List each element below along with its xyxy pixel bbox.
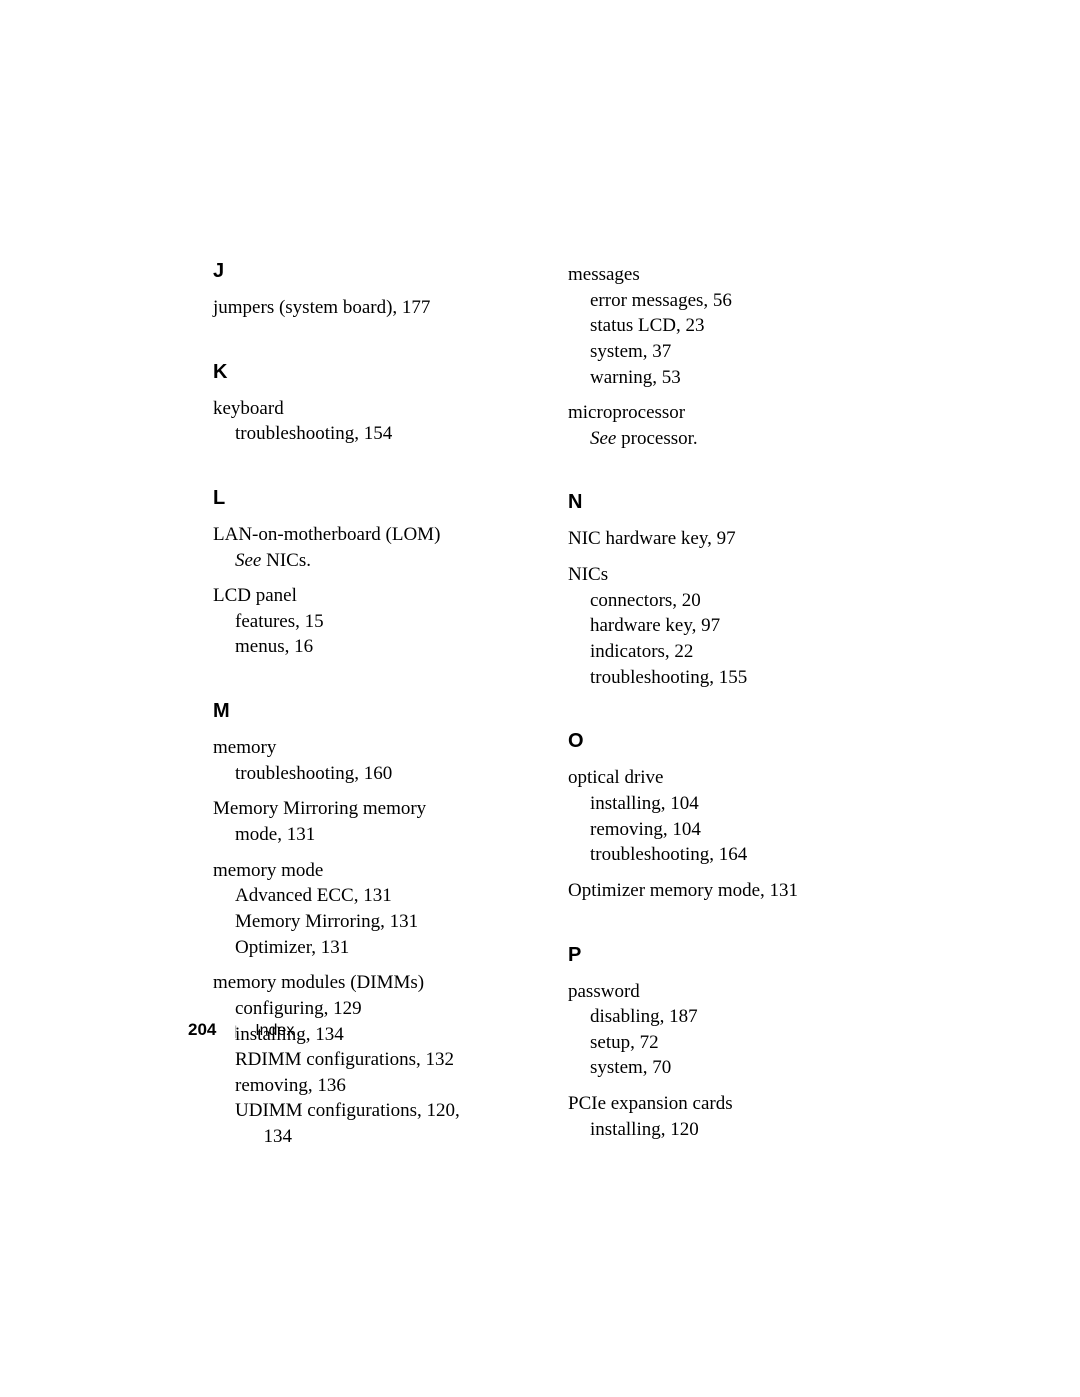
sub-item: 134 [235,1124,518,1150]
entry-text: memory [213,735,518,761]
sub-item: RDIMM configurations, 132 [235,1047,518,1073]
sub-item: Memory Mirroring, 131 [235,909,518,935]
sub-item: installing, 120 [590,1117,873,1143]
section-m-cont: messages error messages, 56 status LCD, … [568,262,873,451]
page-footer: 204 | Index [188,1020,294,1040]
entry-text: PCIe expansion cards [568,1091,873,1117]
sub-list: features, 15 menus, 16 [235,609,518,660]
footer-separator: | [234,1024,237,1040]
sub-item: disabling, 187 [590,1004,873,1030]
entry: Optimizer memory mode, 131 [568,878,873,904]
entry-text: NICs [568,562,873,588]
index-columns: J jumpers (system board), 177 K keyboard… [213,260,873,1190]
entry: microprocessor See processor. [568,400,873,451]
entry: memory mode Advanced ECC, 131 Memory Mir… [213,858,518,961]
entry-text: memory modules (DIMMs) [213,970,518,996]
sub-item: troubleshooting, 164 [590,842,873,868]
sub-list: troubleshooting, 154 [235,421,518,447]
sub-list: troubleshooting, 160 [235,761,518,787]
sub-item: setup, 72 [590,1030,873,1056]
entry: memory troubleshooting, 160 [213,735,518,786]
entry-text: LCD panel [213,583,518,609]
section-o: O optical drive installing, 104 removing… [568,730,873,903]
entry: memory modules (DIMMs) configuring, 129 … [213,970,518,1149]
sub-list: installing, 120 [590,1117,873,1143]
heading-n: N [568,491,873,514]
entry: keyboard troubleshooting, 154 [213,396,518,447]
entry-text: microprocessor [568,400,873,426]
sub-item: hardware key, 97 [590,613,873,639]
index-page: J jumpers (system board), 177 K keyboard… [213,260,873,1190]
sub-item: error messages, 56 [590,288,873,314]
entry-text: NIC hardware key, 97 [568,526,873,552]
sub-item: configuring, 129 [235,996,518,1022]
sub-item: troubleshooting, 160 [235,761,518,787]
section-m: M memory troubleshooting, 160 Memory Mir… [213,700,518,1150]
sub-item: connectors, 20 [590,588,873,614]
sub-list: disabling, 187 setup, 72 system, 70 [590,1004,873,1081]
entry-text: LAN-on-motherboard (LOM) [213,522,518,548]
entry-text: keyboard [213,396,518,422]
page-number: 204 [188,1020,216,1040]
entry-text: optical drive [568,765,873,791]
sub-list: error messages, 56 status LCD, 23 system… [590,288,873,391]
sub-item: troubleshooting, 154 [235,421,518,447]
sub-item: removing, 136 [235,1073,518,1099]
sub-item: status LCD, 23 [590,313,873,339]
heading-o: O [568,730,873,753]
entry-text: jumpers (system board), 177 [213,295,518,321]
sub-item: menus, 16 [235,634,518,660]
sub-list: mode, 131 [235,822,518,848]
sub-list: configuring, 129 installing, 134 RDIMM c… [235,996,518,1150]
heading-l: L [213,487,518,510]
entry-text: messages [568,262,873,288]
heading-j: J [213,260,518,283]
sub-item: removing, 104 [590,817,873,843]
entry: messages error messages, 56 status LCD, … [568,262,873,390]
entry: NIC hardware key, 97 [568,526,873,552]
sub-list: connectors, 20 hardware key, 97 indicato… [590,588,873,691]
sub-item: system, 37 [590,339,873,365]
left-column: J jumpers (system board), 177 K keyboard… [213,260,518,1190]
sub-item: troubleshooting, 155 [590,665,873,691]
section-p: P password disabling, 187 setup, 72 syst… [568,944,873,1143]
sub-item: features, 15 [235,609,518,635]
entry-text: Optimizer memory mode, 131 [568,878,873,904]
entry: optical drive installing, 104 removing, … [568,765,873,868]
entry: PCIe expansion cards installing, 120 [568,1091,873,1142]
sub-list: See NICs. [235,548,518,574]
section-l: L LAN-on-motherboard (LOM) See NICs. LCD… [213,487,518,660]
entry: LAN-on-motherboard (LOM) See NICs. [213,522,518,573]
entry: password disabling, 187 setup, 72 system… [568,979,873,1082]
entry-text: memory mode [213,858,518,884]
sub-item: mode, 131 [235,822,518,848]
sub-item: See processor. [590,426,873,452]
sub-list: See processor. [590,426,873,452]
heading-p: P [568,944,873,967]
section-j: J jumpers (system board), 177 [213,260,518,321]
sub-item: Advanced ECC, 131 [235,883,518,909]
sub-item: installing, 104 [590,791,873,817]
entry: Memory Mirroring memory mode, 131 [213,796,518,847]
sub-item: UDIMM configurations, 120, [235,1098,518,1124]
sub-list: Advanced ECC, 131 Memory Mirroring, 131 … [235,883,518,960]
sub-item: See NICs. [235,548,518,574]
entry: NICs connectors, 20 hardware key, 97 ind… [568,562,873,690]
sub-item: system, 70 [590,1055,873,1081]
entry-text: Memory Mirroring memory [213,796,518,822]
sub-item: warning, 53 [590,365,873,391]
entry: jumpers (system board), 177 [213,295,518,321]
section-n: N NIC hardware key, 97 NICs connectors, … [568,491,873,690]
sub-list: installing, 104 removing, 104 troublesho… [590,791,873,868]
right-column: messages error messages, 56 status LCD, … [568,260,873,1190]
entry-text: password [568,979,873,1005]
footer-label: Index [255,1022,294,1040]
heading-m: M [213,700,518,723]
heading-k: K [213,361,518,384]
section-k: K keyboard troubleshooting, 154 [213,361,518,447]
sub-item: indicators, 22 [590,639,873,665]
sub-item: Optimizer, 131 [235,935,518,961]
entry: LCD panel features, 15 menus, 16 [213,583,518,660]
